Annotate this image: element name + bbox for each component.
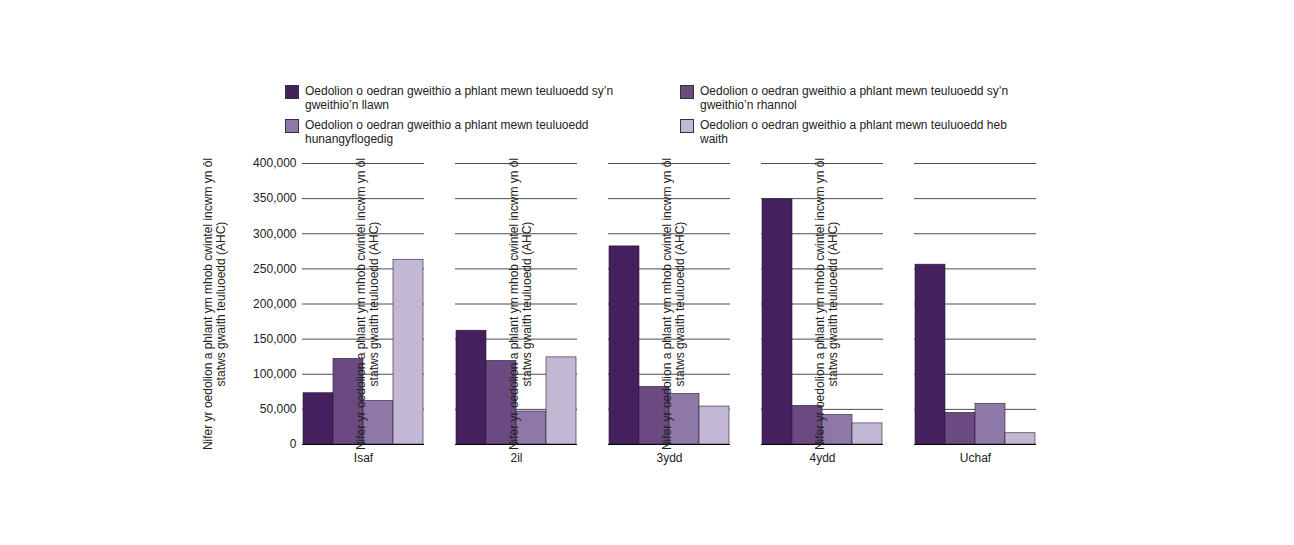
svg-text:350,000: 350,000 (253, 191, 297, 205)
svg-text:Uchaf: Uchaf (960, 451, 992, 465)
html-text:Oedolion o oedran gweithio a p: Oedolion o oedran gweithio a phlant mewn… (700, 118, 1007, 146)
svg-text:Nifer yr oedolion a phlant ym: Nifer yr oedolion a phlant ym mhob cwint… (813, 158, 840, 450)
svg-text:Nifer yr oedolion a phlant ym: Nifer yr oedolion a phlant ym mhob cwint… (507, 158, 534, 450)
svg-text:Isaf: Isaf (354, 451, 374, 465)
svg-text:300,000: 300,000 (253, 227, 297, 241)
svg-text:2il: 2il (510, 451, 522, 465)
svg-text:100,000: 100,000 (253, 367, 297, 381)
svg-text:3ydd: 3ydd (656, 451, 682, 465)
svg-text:4ydd: 4ydd (809, 451, 835, 465)
html-text:Oedolion o oedran gweithio a p: Oedolion o oedran gweithio a phlant mewn… (305, 84, 614, 112)
svg-text:50,000: 50,000 (260, 402, 297, 416)
svg-text:250,000: 250,000 (253, 262, 297, 276)
svg-text:400,000: 400,000 (253, 156, 297, 170)
html-text:Oedolion o oedran gweithio a p: Oedolion o oedran gweithio a phlant mewn… (700, 84, 1009, 112)
svg-text:Nifer yr oedolion a phlant ym: Nifer yr oedolion a phlant ym mhob cwint… (354, 158, 381, 450)
svg-text:200,000: 200,000 (253, 297, 297, 311)
svg-text:0: 0 (290, 437, 297, 451)
svg-text:Nifer yr oedolion a phlant ym: Nifer yr oedolion a phlant ym mhob cwint… (201, 158, 228, 450)
svg-text:150,000: 150,000 (253, 332, 297, 346)
svg-text:Nifer yr oedolion a phlant ym: Nifer yr oedolion a phlant ym mhob cwint… (660, 158, 687, 450)
html-text:Oedolion o oedran gweithio a p: Oedolion o oedran gweithio a phlant mewn… (305, 118, 589, 146)
